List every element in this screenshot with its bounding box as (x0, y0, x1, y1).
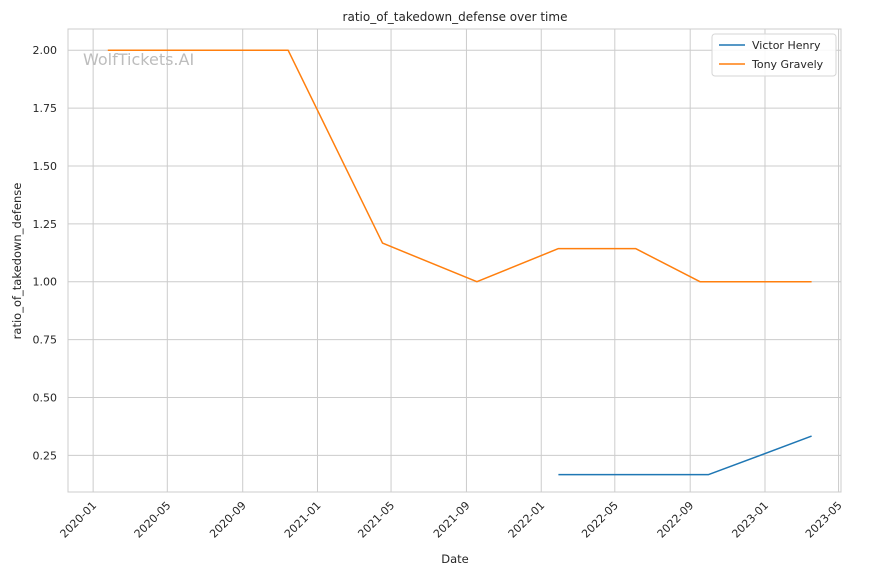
series-line-tony-gravely (107, 49, 812, 283)
y-tick-label: 1.50 (33, 160, 58, 173)
x-tick-label: 2023-05 (803, 499, 845, 541)
legend-label-victor-henry: Victor Henry (752, 39, 821, 52)
x-tick-label: 2021-01 (282, 499, 324, 541)
y-tick-label: 1.00 (33, 276, 58, 289)
y-tick-label: 1.25 (33, 218, 58, 231)
series-line-victor-henry (558, 435, 812, 476)
legend-label-tony-gravely: Tony Gravely (751, 58, 824, 71)
watermark: WolfTickets.AI (83, 50, 194, 69)
x-axis-label: Date (441, 552, 469, 566)
grid (68, 29, 841, 492)
plot-frame (67, 28, 842, 493)
y-tick-label: 2.00 (33, 44, 58, 57)
x-tick-label: 2022-09 (655, 499, 697, 541)
x-tick-label: 2023-01 (729, 499, 771, 541)
legend: Victor Henry Tony Gravely (711, 33, 837, 77)
x-tick-label: 2022-01 (506, 499, 548, 541)
y-tick-label: 0.75 (33, 334, 58, 347)
plot-area (68, 29, 841, 492)
y-tick-label: 0.25 (33, 449, 58, 462)
x-tick-label: 2020-01 (58, 499, 100, 541)
chart-title: ratio_of_takedown_defense over time (343, 10, 568, 24)
x-tick-label: 2020-09 (207, 499, 249, 541)
y-tick-label: 1.75 (33, 102, 58, 115)
y-axis-label: ratio_of_takedown_defense (10, 183, 24, 340)
x-tick-label: 2022-05 (579, 499, 621, 541)
x-tick-label: 2021-09 (431, 499, 473, 541)
x-tick-label: 2021-05 (355, 499, 397, 541)
series-layer (107, 49, 812, 476)
x-tick-label: 2020-05 (132, 499, 174, 541)
y-tick-label: 0.50 (33, 391, 58, 404)
